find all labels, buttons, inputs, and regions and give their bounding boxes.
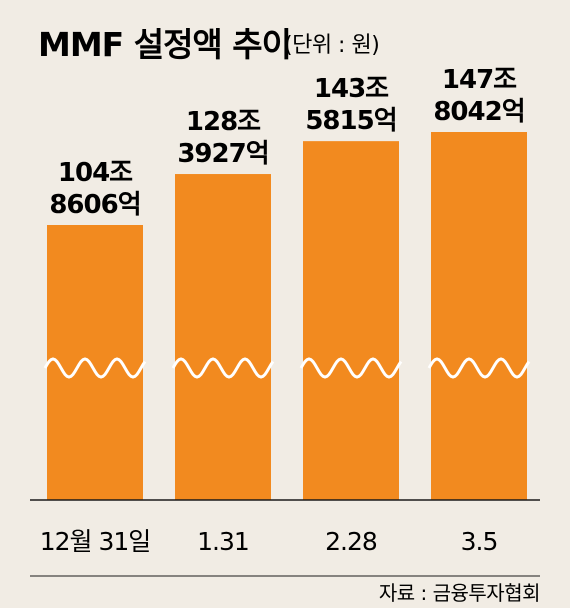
value-label-1-line1: 128조 [186, 107, 261, 137]
value-label-0-line2: 8606억 [49, 190, 140, 220]
value-label-2-line2: 5815억 [305, 106, 396, 136]
value-label-3-line2: 8042억 [433, 97, 524, 127]
bar-0 [47, 225, 143, 500]
x-tick-labels-group: 12월 31일 1.31 2.28 3.5 [40, 527, 499, 556]
bar-2 [303, 141, 399, 500]
bar-3 [431, 132, 527, 500]
bars-group [47, 132, 527, 500]
x-tick-label-1: 1.31 [197, 527, 249, 556]
chart-title: MMF 설정액 추이 [38, 25, 291, 64]
axis-break-0 [43, 357, 147, 379]
x-tick-label-3: 3.5 [461, 527, 498, 556]
value-label-2-line1: 143조 [314, 74, 389, 104]
axis-break-3 [427, 357, 531, 379]
chart-unit: (단위 : 원) [284, 33, 379, 58]
value-label-0-line1: 104조 [58, 158, 133, 188]
value-label-3-line1: 147조 [442, 65, 517, 95]
x-tick-label-2: 2.28 [325, 527, 377, 556]
value-label-1-line2: 3927억 [177, 139, 268, 169]
source-note: 자료 : 금융투자협회 [379, 581, 540, 605]
axis-break-1 [171, 357, 275, 379]
bar-1 [175, 174, 271, 500]
x-tick-label-0: 12월 31일 [40, 527, 151, 556]
axis-break-2 [299, 357, 403, 379]
axis-breaks-group [43, 357, 531, 379]
